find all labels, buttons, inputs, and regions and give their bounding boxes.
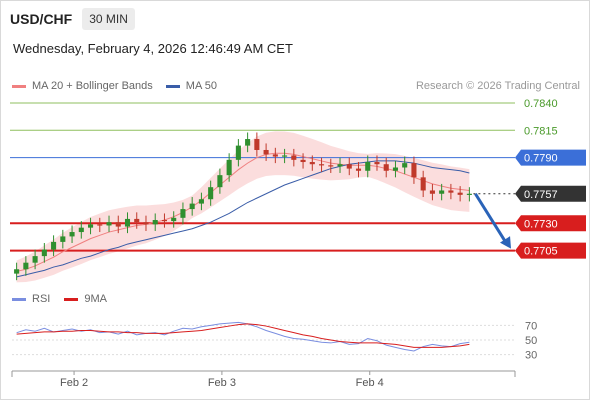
candle-body [143, 222, 149, 225]
x-tick-label: Feb 2 [60, 377, 88, 389]
candle-body [318, 164, 325, 166]
legend-ma20: MA 20 + Bollinger Bands [12, 80, 153, 92]
candle-body [457, 192, 463, 195]
candle-body [14, 269, 20, 274]
candle-body [392, 167, 399, 171]
candle-body [383, 164, 389, 171]
candle-body [374, 162, 380, 165]
legend-ma50-swatch [165, 84, 180, 88]
forecast-arrow-shaft [474, 192, 508, 244]
legend-9ma-label: 9MA [84, 293, 107, 305]
candle-body [300, 159, 306, 163]
research-credit: Research © 2026 Trading Central [415, 80, 580, 92]
level-label-0.7705: 0.7705 [524, 246, 558, 258]
legend-ma50: MA 50 [165, 80, 217, 92]
candle-body [429, 190, 435, 194]
candle-body [106, 222, 112, 226]
candle-body [402, 163, 408, 168]
legend-ma20-swatch [12, 84, 26, 88]
rsi-tick-70: 70 [525, 320, 537, 332]
level-label-0.7840: 0.7840 [524, 98, 558, 110]
candle-body [208, 187, 214, 200]
candle-body [124, 218, 131, 227]
rsi-ma-line [16, 323, 470, 348]
legend-rsi: RSI [12, 293, 50, 305]
candle-body [134, 218, 140, 223]
candle-body [282, 155, 288, 157]
candle-body [411, 163, 417, 178]
candle-body [78, 227, 84, 233]
rsi-line [16, 321, 470, 352]
candle-body [60, 236, 66, 242]
legend-ma20-label: MA 20 + Bollinger Bands [32, 80, 153, 92]
candle-body [254, 139, 260, 150]
candle-body [198, 199, 204, 204]
candle-body [51, 241, 57, 250]
candle-body [180, 209, 186, 218]
candle-body [152, 220, 158, 225]
candle-body [217, 175, 223, 188]
level-tag-0.7790 [515, 149, 586, 166]
candle-body [420, 177, 426, 191]
legend-9ma: 9MA [64, 293, 107, 305]
candle-body [346, 164, 352, 169]
candle-body [291, 155, 297, 160]
level-tag-0.7757 [515, 185, 586, 202]
header: USD/CHF 30 MIN [10, 7, 135, 31]
candle-body [32, 256, 38, 263]
candle-body [189, 203, 195, 210]
level-label-0.7757: 0.7757 [524, 189, 558, 201]
x-tick-label: Feb 3 [208, 377, 236, 389]
candle-body [245, 139, 251, 146]
candle-body [87, 224, 94, 228]
legend-rsi-swatch [12, 297, 26, 301]
level-label-0.7730: 0.7730 [524, 218, 558, 230]
candle-body [23, 262, 29, 270]
candle-body [328, 165, 334, 167]
candle-body [337, 164, 343, 167]
level-label-0.7790: 0.7790 [524, 153, 558, 165]
symbol-title: USD/CHF [10, 11, 73, 27]
candle-body [115, 222, 121, 227]
candle-body [161, 220, 168, 222]
rsi-tick-30: 30 [525, 350, 537, 362]
candle-body [226, 159, 232, 176]
candle-body [69, 232, 75, 237]
datetime-label: Wednesday, February 4, 2026 12:46:49 AM … [13, 41, 293, 56]
candle-body [263, 149, 269, 155]
candle-body [365, 162, 371, 171]
bollinger-band [16, 131, 470, 283]
candle-body [171, 217, 177, 222]
candle-body [448, 190, 454, 193]
candle-body [272, 154, 278, 157]
candle-body [439, 190, 445, 194]
rsi-legend: RSI 9MA [12, 293, 121, 305]
candle-body [466, 193, 472, 195]
legend-ma50-label: MA 50 [185, 80, 217, 92]
candle-body [97, 224, 103, 226]
legend-rsi-label: RSI [32, 293, 51, 305]
x-tick-label: Feb 4 [356, 377, 384, 389]
candle-body [309, 162, 315, 165]
level-tag-0.7730 [515, 215, 586, 232]
timeframe-badge[interactable]: 30 MIN [82, 8, 135, 30]
candle-body [355, 168, 362, 171]
legend-9ma-swatch [64, 297, 79, 301]
forecast-arrowhead [499, 236, 511, 249]
level-tag-0.7705 [515, 242, 586, 259]
ma50-line [16, 160, 470, 278]
candle-body [41, 249, 47, 257]
rsi-tick-50: 50 [525, 335, 537, 347]
candle-body [235, 145, 241, 160]
price-legend: MA 20 + Bollinger Bands MA 50 [12, 80, 230, 92]
level-label-0.7815: 0.7815 [524, 125, 558, 137]
